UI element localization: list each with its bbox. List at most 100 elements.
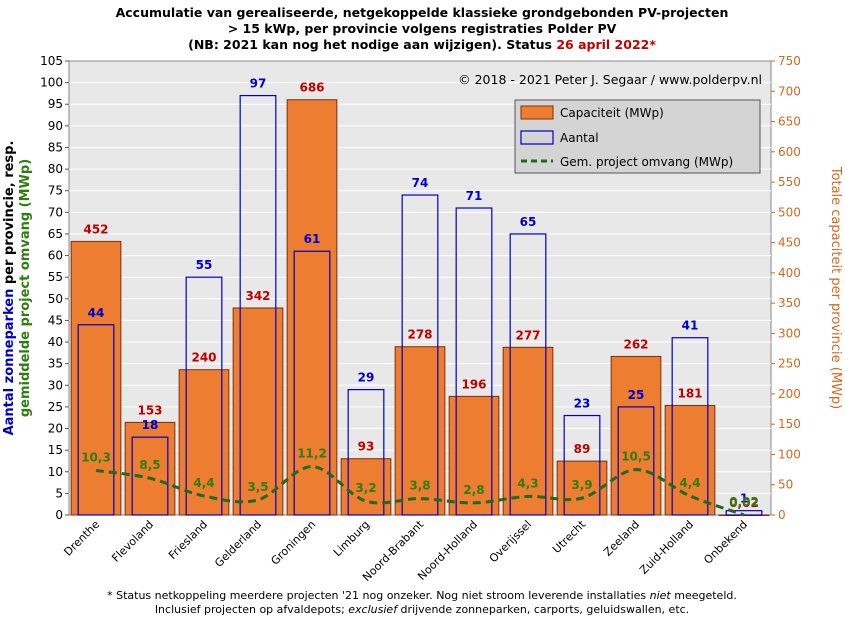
average-label: 10,3	[81, 450, 111, 464]
count-bar	[617, 406, 655, 516]
category-label: Gelderland	[212, 518, 264, 570]
capacity-bar	[286, 99, 338, 516]
footnote-part-4: Inclusief projecten op afvaldepots;	[155, 603, 348, 616]
left-tick-label: 70	[48, 205, 63, 219]
left-tick-label: 95	[48, 97, 63, 111]
capacity-bar	[664, 404, 716, 516]
right-tick-label: 0	[778, 508, 786, 522]
capacity-bars	[70, 99, 770, 516]
left-tick-label: 20	[48, 422, 63, 436]
footnote-part-2: niet	[650, 589, 672, 602]
right-axis-ticks: 0 50 100 150 200 250 300 350 400 450 500 550 600 650 7…	[771, 54, 801, 522]
capacity-label: 686	[299, 81, 324, 95]
capacity-label: 0,02	[729, 496, 759, 510]
left-tick-label: 85	[48, 140, 63, 154]
count-label: 55	[196, 258, 213, 272]
capacity-bar	[556, 460, 608, 516]
count-label: 65	[520, 215, 537, 229]
capacity-label: 181	[677, 386, 702, 400]
left-tick-label: 50	[48, 292, 63, 306]
left-tick-label: 65	[48, 227, 63, 241]
legend-average-label: Gem. project omvang (MWp)	[560, 155, 733, 169]
right-tick-label: 300	[778, 326, 801, 340]
category-label: Limburg	[331, 518, 372, 559]
capacity-label: 240	[191, 351, 216, 365]
category-label: Friesland	[166, 518, 210, 562]
capacity-label: 196	[461, 377, 486, 391]
count-bar	[671, 337, 709, 516]
data-labels: 4524410,3153188,5240554,4342973,56866111…	[81, 77, 759, 510]
count-label: 1	[740, 492, 748, 506]
count-label: 71	[466, 189, 483, 203]
left-tick-label: 25	[48, 400, 63, 414]
right-tick-label: 700	[778, 84, 801, 98]
capacity-bar	[70, 240, 122, 516]
category-label: Zuid-Holland	[637, 518, 696, 577]
left-tick-label: 10	[48, 465, 63, 479]
count-bar	[401, 194, 439, 516]
left-tick-label: 35	[48, 357, 63, 371]
right-tick-label: 250	[778, 357, 801, 371]
chart-title-line-3: (NB: 2021 kan nog het nodige aan wijzige…	[188, 37, 656, 52]
right-tick-label: 400	[778, 266, 801, 280]
right-tick-label: 500	[778, 205, 801, 219]
count-label: 18	[142, 418, 159, 432]
category-label: Zeeland	[601, 518, 642, 559]
left-tick-label: 105	[40, 54, 63, 68]
capacity-label: 262	[623, 337, 648, 351]
left-axis-title-part-2: per provincie, resp.	[2, 141, 17, 289]
capacity-bar	[394, 346, 446, 516]
category-label: Utrecht	[550, 517, 588, 555]
right-tick-label: 650	[778, 115, 801, 129]
count-bars	[77, 94, 763, 516]
footnote-line-1: * Status netkoppeling meerdere projecten…	[107, 589, 737, 602]
legend-count-label: Aantal	[560, 131, 599, 145]
count-label: 29	[358, 371, 375, 385]
left-axis-title-part-1: Aantal zonneparken	[2, 289, 17, 436]
right-tick-label: 350	[778, 296, 801, 310]
legend: Capaciteit (MWp) Aantal Gem. project omv…	[514, 99, 761, 174]
average-line	[95, 465, 745, 517]
left-tick-label: 55	[48, 270, 63, 284]
category-label: Groningen	[268, 518, 318, 568]
left-axis-title-line-1: Aantal zonneparken per provincie, resp.	[2, 141, 17, 436]
average-label: 3,8	[409, 479, 430, 493]
average-label: 8,5	[139, 458, 160, 472]
capacity-label: 277	[515, 328, 540, 342]
average-label: 4,4	[679, 476, 700, 490]
capacity-label: 93	[358, 440, 375, 454]
count-bar	[725, 510, 763, 516]
left-tick-label: 45	[48, 313, 63, 327]
footnote-part-3: meegeteld.	[671, 589, 737, 602]
right-tick-label: 600	[778, 145, 801, 159]
capacity-bar	[340, 458, 392, 516]
count-bar	[185, 276, 223, 516]
category-labels: Drenthe Flevoland Friesland Gelderland Groni…	[61, 517, 750, 584]
capacity-label: 153	[137, 403, 162, 417]
count-label: 25	[628, 388, 645, 402]
right-tick-label: 200	[778, 387, 801, 401]
capacity-label: 89	[574, 442, 591, 456]
capacity-bar	[124, 421, 176, 516]
left-tick-label: 80	[48, 162, 63, 176]
count-bar	[509, 233, 547, 516]
count-bar	[563, 414, 601, 516]
count-label: 61	[304, 232, 321, 246]
count-label: 97	[250, 77, 267, 91]
footnote-part-6: drijvende zonneparken, carports, geluids…	[397, 603, 689, 616]
capacity-bar	[448, 395, 500, 516]
average-label: 0,02	[729, 495, 759, 509]
count-label: 74	[412, 176, 429, 190]
right-tick-label: 750	[778, 54, 801, 68]
category-label: Onbekend	[701, 518, 750, 567]
legend-box	[514, 99, 761, 174]
count-bar	[455, 207, 493, 516]
left-axis-title-line-2: gemiddelde project omvang (MWp)	[18, 159, 33, 417]
left-tick-label: 5	[55, 486, 63, 500]
right-tick-label: 50	[778, 478, 793, 492]
average-label: 11,2	[297, 447, 327, 461]
count-bar	[239, 94, 277, 516]
count-bar	[131, 436, 169, 516]
capacity-label: 452	[83, 222, 108, 236]
